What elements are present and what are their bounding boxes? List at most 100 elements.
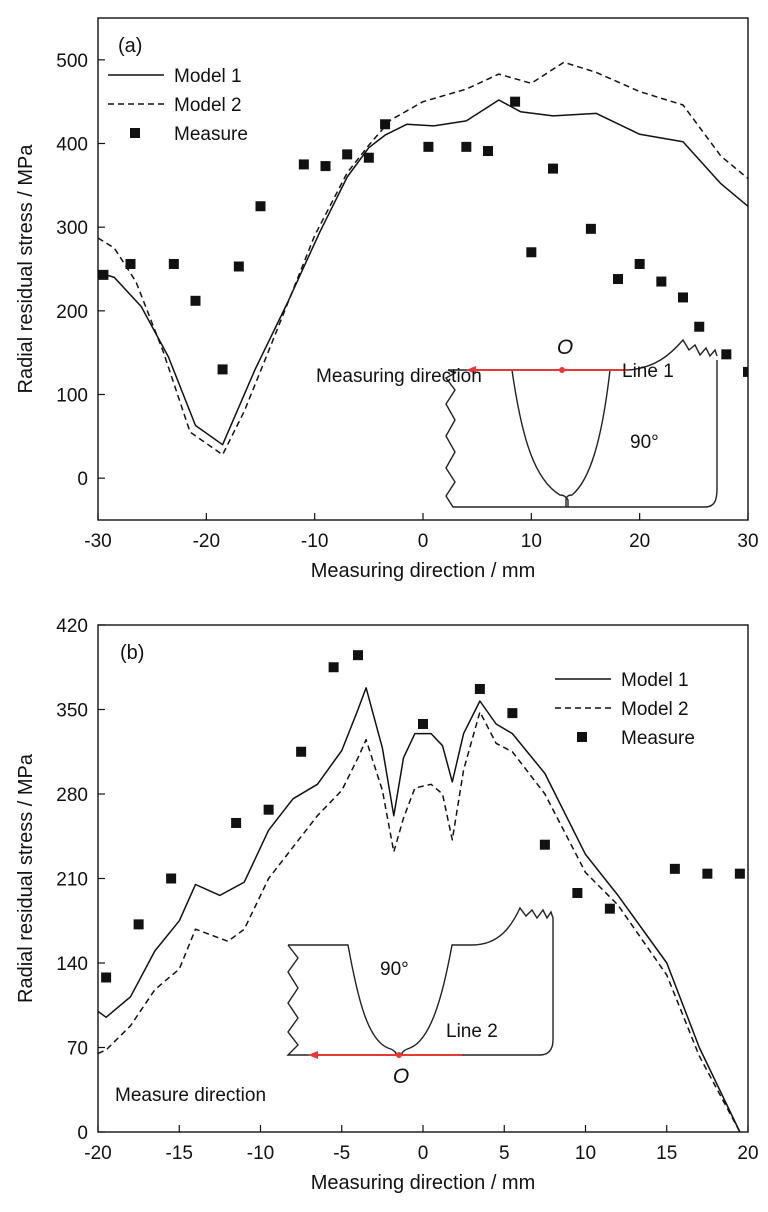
plot-area: [98, 61, 748, 456]
measure-point: [418, 718, 428, 729]
measure-point: [380, 119, 391, 130]
x-axis-title: Measuring direction / mm: [311, 1172, 536, 1194]
measure-point: [168, 258, 179, 269]
model-1-line: [98, 687, 741, 1132]
angle-label: 90°: [380, 959, 409, 980]
x-tick-label: 10: [575, 1143, 596, 1164]
measure-point: [694, 321, 705, 332]
measure-point: [656, 276, 667, 287]
measure-point: [423, 141, 434, 152]
weld-outline: [286, 906, 554, 1056]
measure-point: [363, 152, 374, 163]
y-tick-label: 420: [56, 616, 88, 637]
panel-a-chart: -30 -20 -10 0 10 20 300100200300400500Measurin…: [15, 17, 759, 582]
x-tick-label: 5: [499, 1143, 510, 1164]
x-tick-label: 20: [737, 1143, 758, 1164]
model-2-line: [98, 61, 748, 456]
measure-arrow-head: [466, 366, 476, 374]
measure-point: [461, 141, 472, 152]
x-tick-label: 20: [629, 531, 650, 552]
legend-label: Measure: [174, 124, 248, 145]
measure-point: [702, 868, 713, 879]
measure-point: [296, 746, 307, 757]
legend-label: Model 1: [621, 670, 689, 691]
y-axis-title: Radial residual stress / MPa: [15, 753, 37, 1003]
line-label: Line 1: [622, 361, 674, 382]
measure-point: [263, 804, 274, 815]
measure-point: [231, 817, 242, 828]
measure-point: [613, 274, 623, 285]
legend-label: Model 1: [174, 66, 242, 87]
weld-schematic: Measuring direction O Line 1 90°: [316, 336, 718, 508]
measure-point: [548, 163, 558, 174]
legend-label: Measure: [621, 728, 695, 749]
origin-point: [559, 367, 565, 373]
plot-frame: [97, 624, 749, 1133]
x-tick-label: -20: [193, 531, 220, 552]
measure-direction-label: Measure direction: [115, 1085, 266, 1106]
y-tick-label: 70: [67, 1039, 88, 1060]
y-tick-label: 210: [56, 870, 88, 891]
measure-point: [98, 269, 109, 280]
measure-point: [572, 887, 583, 898]
x-tick-label: 15: [656, 1143, 677, 1164]
weld-outline: [444, 338, 718, 508]
x-tick-label: -10: [301, 531, 328, 552]
y-tick-label: 140: [56, 954, 88, 975]
origin-label: O: [557, 336, 573, 359]
x-axis-title: Measuring direction / mm: [311, 560, 536, 582]
x-tick-label: 0: [418, 1143, 429, 1164]
model-2-line: [98, 711, 741, 1132]
x-tick-label: -30: [84, 531, 111, 552]
plot-area: [98, 650, 745, 1132]
y-tick-label: 400: [56, 135, 88, 156]
angle-label: 90°: [630, 432, 659, 453]
measure-point: [166, 873, 177, 884]
y-tick-label: 300: [56, 218, 88, 239]
y-tick-label: 200: [56, 302, 88, 323]
legend-label: Model 2: [621, 699, 689, 720]
measure-point: [507, 708, 518, 719]
model-1-line: [98, 99, 748, 446]
measure-point: [233, 261, 244, 272]
y-tick-label: 0: [77, 469, 88, 490]
panel-b-chart: -20 -15 -10 -5 0 5 10 15 20 0 70 140 210 280 350 420 Mea…: [15, 616, 759, 1194]
panel-label: (b): [120, 642, 144, 664]
measure-point: [353, 650, 363, 661]
measure-point: [634, 258, 645, 269]
line-label: Line 2: [446, 1021, 498, 1042]
measure-point: [133, 919, 144, 930]
x-tick-label: -10: [247, 1143, 274, 1164]
x-tick-label: -20: [84, 1143, 111, 1164]
measure-point: [483, 146, 493, 157]
measure-point: [101, 972, 112, 983]
legend-marker-measure: [577, 732, 587, 742]
measure-point: [678, 292, 688, 303]
y-tick-label: 0: [77, 1123, 88, 1144]
legend-marker-measure: [130, 128, 140, 138]
x-tick-label: -15: [166, 1143, 193, 1164]
measure-point: [342, 149, 353, 160]
measure-point: [721, 349, 732, 360]
measure-point: [526, 247, 537, 258]
x-tick-label: 10: [521, 531, 542, 552]
measure-point: [734, 868, 745, 879]
origin-label: O: [393, 1065, 409, 1088]
x-tick-label: -5: [333, 1143, 350, 1164]
measure-point: [539, 839, 550, 850]
y-tick-label: 100: [56, 386, 88, 407]
measure-point: [510, 96, 521, 107]
measure-point: [255, 201, 266, 212]
measure-point: [604, 903, 615, 914]
legend: Model 1 Model 2 Measure: [108, 66, 248, 145]
legend-label: Model 2: [174, 95, 242, 116]
y-tick-label: 350: [56, 701, 88, 722]
y-tick-label: 280: [56, 785, 88, 806]
measure-point: [743, 366, 748, 377]
plot-frame: [97, 17, 749, 521]
measure-point: [474, 683, 485, 694]
measure-point: [585, 223, 596, 234]
measure-point: [125, 258, 136, 269]
panel-label: (a): [118, 35, 142, 57]
